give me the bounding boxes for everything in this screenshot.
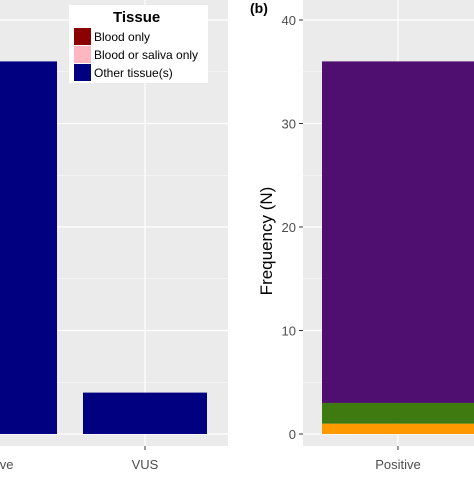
legend-entry-label: Blood or saliva only: [94, 48, 198, 62]
panel-a-bars: [0, 61, 207, 435]
x-tick-label: VUS: [132, 457, 159, 472]
panel-a-x-ticks: ositive VUS: [0, 446, 159, 472]
panel-a: ositive VUS Tissue Blood only Blood or sali…: [0, 0, 228, 472]
panel-b: (b) Frequency (N) 0 10 20 30 40 Positive: [250, 0, 474, 472]
legend-key: [74, 46, 91, 63]
bar-vus: [83, 392, 207, 434]
panel-b-bars: [322, 61, 474, 434]
y-tick-label: 30: [282, 117, 296, 132]
legend-entry-label: Blood only: [94, 30, 150, 44]
y-tick-label: 0: [289, 427, 296, 442]
bar-segment-3: [322, 61, 474, 403]
y-tick-label: 20: [282, 220, 296, 235]
bar-segment-2: [322, 402, 474, 424]
legend: Tissue Blood only Blood or saliva only Othe…: [69, 5, 208, 83]
panel-b-x-ticks: Positive: [375, 446, 421, 472]
x-tick-label: Positive: [375, 457, 421, 472]
panel-b-label: (b): [250, 0, 268, 16]
y-tick-label: 10: [282, 324, 296, 339]
y-tick-label: 40: [282, 13, 296, 28]
legend-entry-label: Other tissue(s): [94, 66, 173, 80]
bar-positive: [0, 61, 57, 435]
legend-title: Tissue: [113, 9, 160, 26]
legend-key: [74, 28, 91, 45]
legend-box: [69, 5, 208, 83]
bar-segment-1: [322, 423, 474, 434]
panel-b-y-ticks: 0 10 20 30 40: [282, 13, 303, 442]
y-axis-label: Frequency (N): [257, 187, 276, 296]
x-tick-label: ositive: [0, 457, 13, 472]
legend-key: [74, 64, 91, 81]
